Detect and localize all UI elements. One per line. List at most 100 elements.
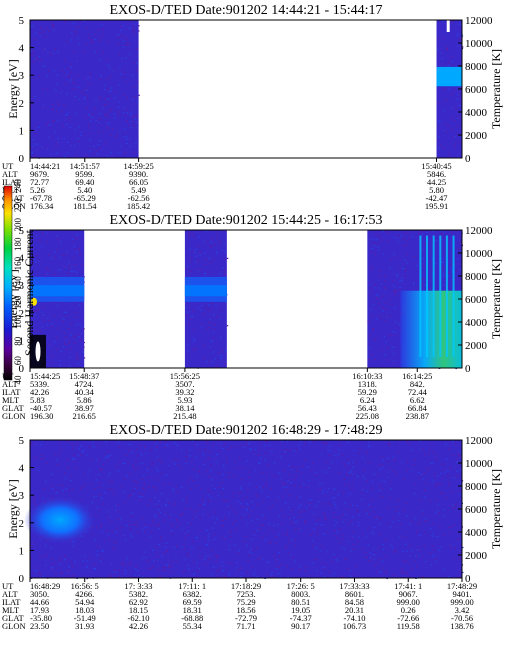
speckle [371, 268, 373, 270]
speckle [297, 467, 299, 469]
speckle [412, 568, 414, 570]
speckle [133, 488, 136, 490]
speckle [127, 496, 130, 498]
speckle [282, 482, 285, 484]
speckle [248, 515, 250, 517]
vertical-streak [439, 235, 442, 357]
speckle [70, 66, 72, 68]
speckle [68, 119, 70, 121]
speckle [41, 440, 43, 442]
speckle [66, 251, 68, 253]
saturated-spot [446, 20, 450, 32]
speckle [33, 96, 36, 98]
speckle [381, 560, 384, 562]
speckle [348, 462, 350, 464]
speckle [372, 329, 375, 331]
speckle [357, 541, 359, 543]
speckle [377, 249, 380, 251]
speckle [459, 469, 462, 471]
speckle [311, 562, 314, 564]
speckle [135, 69, 138, 71]
orbit-value: 8003. [291, 589, 310, 599]
speckle [221, 565, 224, 567]
speckle [186, 553, 189, 555]
speckle [240, 506, 242, 508]
speckle [92, 533, 94, 535]
speckle [434, 263, 437, 265]
speckle [100, 75, 102, 77]
speckle [404, 270, 407, 272]
speckle [369, 347, 371, 349]
speckle [414, 459, 417, 461]
speckle [218, 240, 221, 242]
speckle [370, 287, 373, 289]
speckle [250, 548, 252, 550]
speckle [361, 548, 364, 550]
speckle [346, 568, 349, 570]
speckle [80, 454, 82, 456]
speckle [456, 258, 459, 260]
speckle [73, 459, 76, 461]
energy-band-core [184, 285, 227, 297]
speckle [182, 499, 184, 501]
speckle [88, 127, 90, 129]
speckle [376, 293, 379, 296]
speckle [447, 251, 449, 253]
speckle [442, 568, 445, 570]
speckle [457, 460, 459, 463]
speckle [214, 323, 216, 325]
speckle [127, 462, 129, 464]
speckle [442, 275, 445, 277]
speckle [303, 510, 305, 512]
speckle [137, 30, 140, 32]
speckle [297, 527, 300, 530]
speckle [442, 261, 445, 264]
speckle [255, 494, 258, 496]
speckle [422, 257, 425, 260]
speckle [356, 511, 359, 513]
speckle [371, 247, 373, 250]
speckle [91, 147, 93, 149]
speckle [365, 452, 368, 454]
speckle [251, 501, 253, 503]
speckle [102, 550, 104, 552]
speckle [196, 269, 198, 271]
speckle [55, 131, 57, 133]
speckle [89, 138, 92, 140]
speckle [238, 457, 241, 459]
speckle [393, 470, 396, 472]
speckle [236, 446, 238, 448]
speckle [309, 441, 311, 443]
orbit-value: 80.51 [291, 597, 310, 607]
speckle [420, 230, 423, 233]
speckle [457, 88, 459, 90]
speckle [51, 103, 54, 106]
speckle [409, 523, 412, 525]
speckle [338, 449, 340, 451]
speckle [413, 283, 415, 285]
speckle [132, 464, 134, 466]
speckle [291, 568, 294, 570]
speckle [391, 303, 393, 305]
chart-title: EXOS-D/TED Date:901202 14:44:21 - 15:44:… [110, 3, 383, 18]
speckle [208, 304, 210, 306]
speckle [207, 514, 210, 516]
speckle [386, 316, 388, 318]
orbit-value: -42.47 [426, 193, 448, 203]
orbit-value: 138.76 [450, 621, 473, 631]
speckle [71, 566, 74, 568]
speckle [91, 113, 93, 115]
speckle [251, 511, 253, 513]
speckle [383, 289, 386, 291]
speckle [442, 20, 444, 22]
speckle [168, 516, 170, 518]
speckle [246, 460, 249, 462]
speckle [373, 238, 376, 241]
speckle [146, 559, 149, 561]
speckle [117, 504, 119, 506]
speckle [209, 346, 212, 348]
speckle [327, 471, 329, 473]
speckle [401, 268, 404, 270]
speckle [158, 525, 160, 527]
speckle [191, 460, 193, 462]
